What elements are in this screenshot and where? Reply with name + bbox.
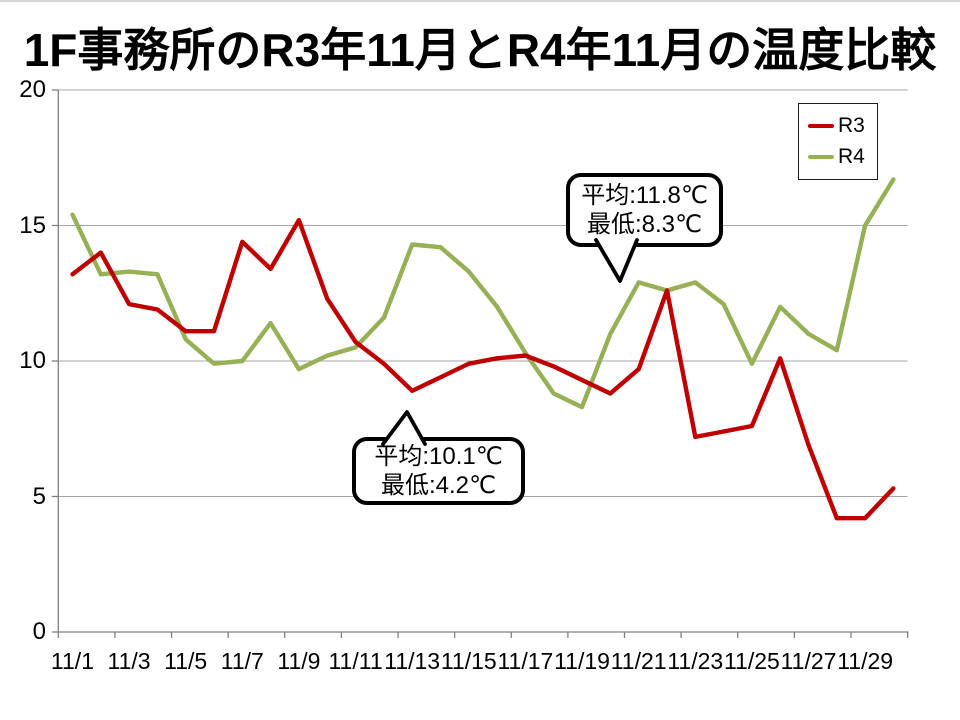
legend-item-r4: R4 (808, 146, 877, 168)
y-axis-label: 15 (19, 211, 46, 239)
legend-label-r3: R3 (838, 114, 865, 137)
callout-r4-minimum: 最低:8.3℃ (587, 211, 702, 238)
x-axis-label: 11/19 (554, 648, 610, 674)
callout-r4-average: 平均:11.8℃ (581, 182, 708, 209)
x-axis-label: 11/29 (837, 648, 894, 674)
x-axis-label: 11/13 (384, 648, 441, 674)
x-axis-label: 11/3 (107, 648, 151, 674)
callout-r3-minimum: 最低:4.2℃ (381, 472, 496, 499)
x-axis-label: 11/7 (220, 648, 264, 674)
x-axis-label: 11/11 (328, 648, 383, 674)
x-axis-label: 11/27 (780, 648, 837, 674)
series-line-r3 (70, 217, 896, 521)
x-axis-label: 11/17 (497, 648, 554, 674)
legend-swatch-r3 (808, 123, 834, 129)
x-axis-label: 11/21 (610, 648, 667, 674)
x-axis-label: 11/15 (440, 648, 497, 674)
callout-r3-average: 平均:10.1℃ (374, 443, 503, 470)
y-axis-label: 10 (19, 347, 46, 374)
chart-title: 1F事務所のR3年11月とR4年11月の温度比較 (23, 24, 937, 76)
legend-item-r3: R3 (808, 115, 877, 137)
y-axis-label: 0 (32, 618, 46, 645)
callout-r4-stats: 平均:11.8℃ 最低:8.3℃ (566, 173, 723, 247)
legend-swatch-r4 (808, 154, 834, 160)
callout-r3-stats: 平均:10.1℃ 最低:4.2℃ (352, 437, 525, 505)
series-line-r4 (70, 177, 896, 410)
y-axis-label: 20 (19, 76, 46, 103)
x-axis-label: 11/23 (667, 648, 724, 674)
x-axis-label: 11/25 (723, 648, 780, 674)
x-axis-label: 11/9 (277, 648, 321, 674)
legend-label-r4: R4 (838, 145, 865, 168)
y-axis-label: 5 (32, 482, 46, 510)
legend: R3 R4 (798, 103, 878, 180)
x-axis-label: 11/5 (164, 648, 208, 674)
x-axis-label: 11/1 (50, 648, 94, 674)
